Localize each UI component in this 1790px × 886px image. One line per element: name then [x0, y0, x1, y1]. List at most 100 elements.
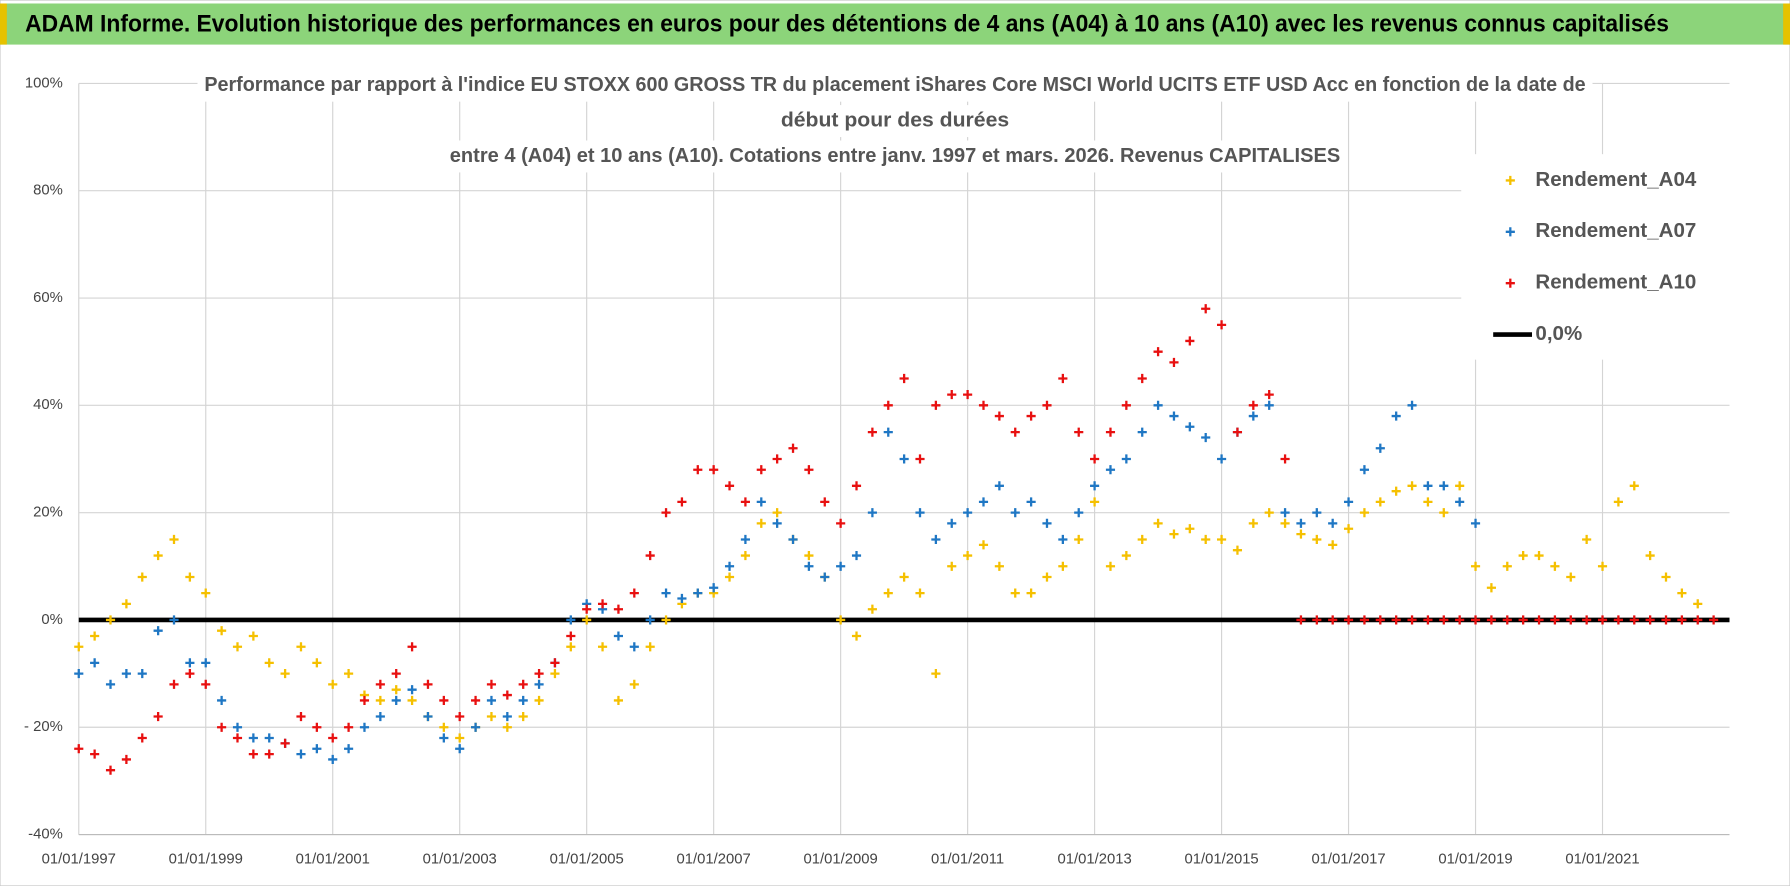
point [280, 669, 290, 679]
point [709, 465, 719, 475]
title-background [773, 105, 1017, 138]
header-title: ADAM Informe. Evolution historique des p… [25, 11, 1669, 38]
legend-marker [1505, 227, 1515, 237]
point [1391, 486, 1401, 496]
point [645, 642, 655, 652]
point [1518, 550, 1528, 561]
point [724, 561, 735, 571]
point [344, 669, 354, 679]
point [629, 679, 639, 689]
point [756, 518, 766, 528]
y-tick-label: - 20% [24, 719, 63, 735]
point [820, 497, 830, 507]
point [677, 593, 687, 604]
point [550, 669, 560, 679]
point [471, 695, 481, 705]
point [661, 615, 671, 625]
point [772, 508, 782, 518]
point [1169, 357, 1179, 367]
y-tick-label: 40% [33, 397, 63, 413]
point [1217, 320, 1227, 330]
chart-title-line: début pour des durées [781, 108, 1009, 131]
point [1042, 400, 1052, 410]
point [1502, 561, 1512, 571]
point [1312, 615, 1322, 625]
point [1074, 427, 1084, 437]
point [534, 695, 544, 705]
point [264, 658, 274, 668]
point [1582, 534, 1592, 545]
legend-label: 0,0% [1535, 322, 1582, 345]
point [1661, 572, 1671, 582]
chart-title-line: entre 4 (A04) et 10 ans (A10). Cotations… [450, 144, 1340, 167]
point [296, 642, 306, 652]
point [1090, 454, 1100, 464]
point [1629, 615, 1639, 625]
point [1343, 497, 1354, 507]
point [439, 695, 449, 705]
point [534, 679, 544, 689]
point [217, 626, 227, 636]
point [931, 669, 941, 679]
point [328, 754, 338, 765]
point [994, 561, 1004, 571]
point [1407, 481, 1417, 491]
point [502, 722, 512, 732]
point [137, 669, 147, 679]
point [1328, 518, 1338, 528]
point [1010, 588, 1020, 598]
y-tick-label: 0% [41, 612, 62, 628]
point [804, 550, 814, 561]
point [820, 572, 830, 582]
point [518, 711, 528, 722]
point [1359, 465, 1369, 475]
legend-label: Rendement_A10 [1535, 271, 1696, 294]
point [518, 695, 528, 705]
point [1693, 599, 1703, 609]
point [1296, 518, 1306, 528]
point [248, 749, 258, 759]
x-tick-label: 01/01/1999 [169, 852, 243, 868]
point [375, 695, 385, 705]
point [439, 722, 449, 732]
point [121, 754, 131, 765]
point [1058, 373, 1068, 384]
point [1137, 427, 1147, 437]
point [645, 550, 655, 561]
point [851, 550, 862, 561]
point [232, 733, 243, 743]
point [1613, 615, 1623, 625]
legend-background [1461, 154, 1730, 360]
point [1264, 508, 1274, 518]
y-tick-label: -40% [28, 826, 63, 842]
point [1121, 550, 1131, 561]
x-tick-label: 01/01/2015 [1184, 852, 1258, 868]
point [851, 631, 862, 641]
point [661, 508, 671, 518]
point [582, 604, 592, 614]
point [899, 454, 909, 464]
point [502, 690, 512, 700]
header-accent [1783, 3, 1790, 45]
point [1185, 524, 1195, 534]
point [772, 518, 782, 528]
point [1121, 454, 1131, 464]
point [836, 561, 846, 571]
point [1486, 615, 1496, 625]
point [1296, 615, 1306, 625]
point [1264, 390, 1274, 400]
point [201, 588, 211, 598]
point [978, 540, 989, 550]
point [899, 373, 909, 384]
point [1058, 534, 1068, 545]
marks [74, 304, 1730, 775]
point [137, 733, 147, 743]
point [1090, 497, 1100, 507]
point [597, 599, 608, 609]
point [994, 481, 1004, 491]
point [1201, 432, 1211, 443]
point [423, 711, 433, 722]
point [1566, 615, 1576, 625]
header-accent [0, 3, 7, 45]
point [1201, 534, 1211, 545]
